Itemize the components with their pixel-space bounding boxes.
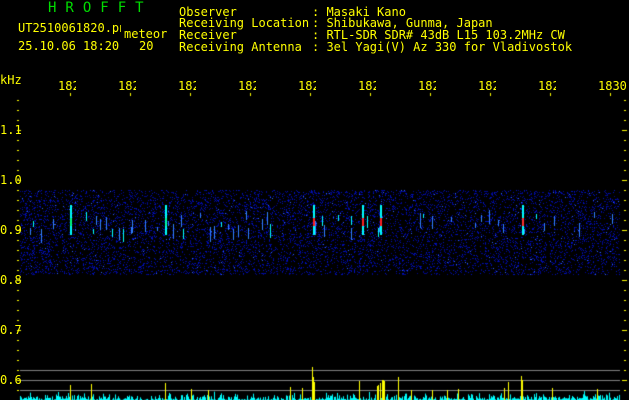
- datetime: 25.10.06 18:20: [18, 39, 120, 53]
- receiver-value: RTL-SDR SDR# 43dB L15 103.2MHz CW: [326, 28, 565, 42]
- x-tick-label: 1828: [478, 80, 496, 92]
- info-label: Receiving Location: [179, 16, 310, 30]
- x-tick-label: 1827: [418, 80, 436, 92]
- observer-value: Masaki Kano: [326, 5, 406, 19]
- antenna-value: 3el Yagi(V) Az 330 for Vladivostok: [326, 40, 573, 54]
- y-tick-label: 0.7: [0, 323, 22, 337]
- mode-label: meteor: [124, 27, 168, 41]
- x-tick-label: 1822: [118, 80, 136, 92]
- info-value: : Masaki Kano: [312, 5, 406, 19]
- y-tick-label: 0.6: [0, 373, 22, 387]
- x-tick-label: 1821: [58, 80, 76, 92]
- x-tick-label: 1829: [538, 80, 556, 92]
- y-tick-label: 1.1: [0, 123, 22, 137]
- info-label: Observer: [179, 5, 237, 19]
- info-label: Receiver: [179, 28, 237, 42]
- info-value: : Shibukawa, Gunma, Japan: [312, 16, 493, 30]
- x-tick-label: 1830: [598, 80, 627, 92]
- y-tick-label: 0.8: [0, 273, 22, 287]
- info-value: : RTL-SDR SDR# 43dB L15 103.2MHz CW: [312, 28, 565, 42]
- info-value: : 3el Yagi(V) Az 330 for Vladivostok: [312, 40, 573, 54]
- filename: UT2510061820.png: [18, 22, 121, 34]
- x-tick-label: 1823: [178, 80, 196, 92]
- y-tick-label: 0.9: [0, 223, 22, 237]
- x-tick-label: 1826: [358, 80, 376, 92]
- x-tick-label: 1825: [298, 80, 316, 92]
- y-unit: kHz: [0, 73, 22, 87]
- location-value: Shibukawa, Gunma, Japan: [326, 16, 493, 30]
- info-label: Receiving Antenna: [179, 40, 302, 54]
- y-tick-label: 1.0: [0, 173, 22, 187]
- app-title: HROFFT: [48, 0, 153, 16]
- count: 20: [139, 39, 154, 53]
- x-tick-label: 1824: [238, 80, 256, 92]
